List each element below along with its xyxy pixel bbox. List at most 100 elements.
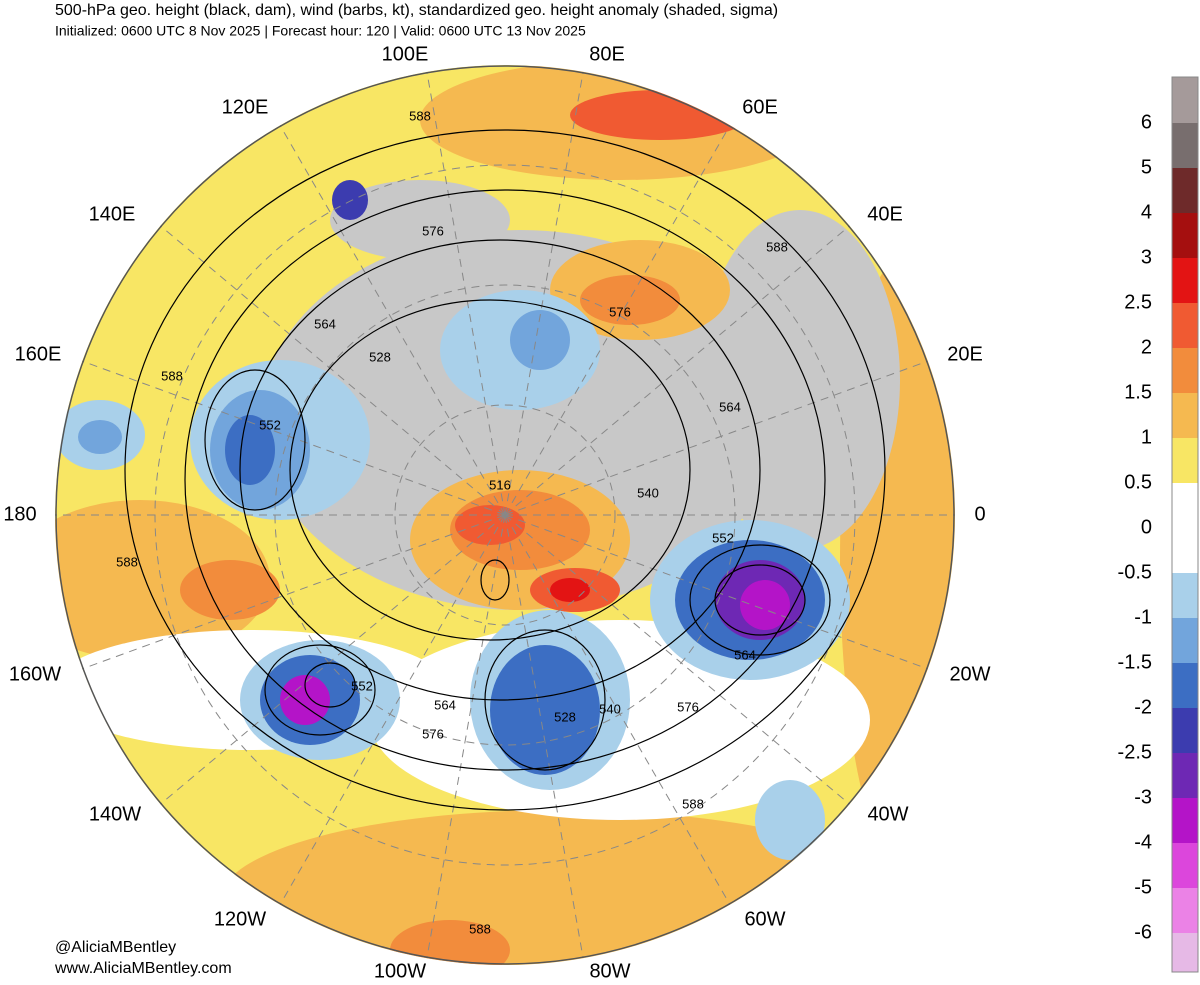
longitude-label: 100E (382, 43, 429, 65)
colorbar-label: 0 (1141, 516, 1152, 538)
longitude-label: 160W (9, 663, 61, 685)
contour-label: 564 (434, 697, 456, 712)
longitude-label: 100W (374, 960, 426, 982)
colorbar-label: -4 (1134, 831, 1152, 853)
colorbar-label: -2.5 (1118, 741, 1152, 763)
longitude-label: 20W (949, 663, 990, 685)
colorbar-box (1172, 303, 1198, 348)
colorbar-box (1172, 618, 1198, 663)
colorbar-box (1172, 393, 1198, 438)
colorbar-label: 5 (1141, 156, 1152, 178)
height-contours (124, 129, 886, 811)
meridian (426, 514, 506, 959)
colorbar-box (1172, 663, 1198, 708)
contour-label: 588 (766, 239, 788, 254)
contour-label: 588 (682, 796, 704, 811)
parallel (274, 284, 736, 746)
longitude-label: 80E (589, 43, 625, 65)
colorbar-label: 2.5 (1124, 291, 1152, 313)
contour-label: 588 (161, 368, 183, 383)
colorbar-label: 1 (1141, 426, 1152, 448)
parallel (394, 404, 616, 626)
meridian (504, 514, 851, 805)
longitude-label: 140E (89, 203, 136, 225)
contour-label: 516 (489, 477, 511, 492)
colorbar-box (1172, 573, 1198, 618)
longitude-label: 160E (15, 343, 62, 365)
colorbar-box (1172, 258, 1198, 303)
map-labels: 100E 80E 120E 60E 140E 40E 160E 20E 180 0 160W 20W 1… (3, 43, 990, 982)
colorbar-box (1172, 483, 1198, 528)
contour-label: 528 (369, 349, 391, 364)
colorbar-label: -1 (1134, 606, 1152, 628)
meridian (504, 225, 851, 516)
contour-label: 576 (677, 699, 699, 714)
colorbar-label: -6 (1134, 921, 1152, 943)
colorbar-label: -0.5 (1118, 561, 1152, 583)
longitude-label: 60E (742, 96, 778, 118)
colorbar-box (1172, 348, 1198, 393)
contour-label: 564 (719, 399, 741, 414)
longitude-label: 180 (3, 503, 36, 525)
contour-label: 564 (734, 647, 756, 662)
colorbar-label: 0.5 (1124, 471, 1152, 493)
contour-label: 540 (637, 485, 659, 500)
colorbar-label: 4 (1141, 201, 1152, 223)
meridian (426, 71, 506, 516)
longitude-label: 80W (589, 960, 630, 982)
colorbar-label: -3 (1134, 786, 1152, 808)
contour-label: 528 (554, 709, 576, 724)
colorbar-box (1172, 123, 1198, 168)
parallel (154, 164, 856, 866)
meridian (504, 360, 929, 516)
longitude-label: 40W (867, 803, 908, 825)
colorbar: 6 5 4 3 2.5 2 1.5 1 0.5 0 -0.5 -1 -1.5 -2 -2.5 -3 -4 -5 -6 (1118, 76, 1199, 973)
colorbar-box (1172, 753, 1198, 798)
colorbar-label: 3 (1141, 246, 1152, 268)
colorbar-box (1172, 528, 1198, 573)
credit: www.AliciaMBentley.com (54, 960, 232, 977)
contour-label: 552 (712, 530, 734, 545)
colorbar-box (1172, 438, 1198, 483)
meridian (279, 514, 506, 905)
colorbar-label: -1.5 (1118, 651, 1152, 673)
meridian (504, 514, 731, 905)
meridian (81, 514, 506, 670)
colorbar-box (1172, 933, 1198, 972)
colorbar-box (1172, 798, 1198, 843)
colorbar-box (1172, 843, 1198, 888)
map (55, 65, 955, 965)
longitude-label: 120W (214, 908, 266, 930)
contour-label: 588 (469, 921, 491, 936)
subtitle: Initialized: 0600 UTC 8 Nov 2025 | Forec… (55, 23, 586, 39)
meridian (159, 514, 506, 805)
colorbar-box (1172, 168, 1198, 213)
contour-label: 540 (599, 701, 621, 716)
longitude-label: 140W (89, 803, 141, 825)
colorbar-label: 2 (1141, 336, 1152, 358)
meridian (504, 125, 731, 516)
meridian (279, 125, 506, 516)
longitude-label: 120E (222, 96, 269, 118)
credit: @AliciaMBentley (55, 939, 176, 956)
colorbar-label: 6 (1141, 111, 1152, 133)
longitude-label: 20E (947, 343, 983, 365)
colorbar-box (1172, 888, 1198, 933)
contour-label: 552 (259, 417, 281, 432)
contour-label: 576 (422, 223, 444, 238)
longitude-label: 40E (867, 203, 903, 225)
colorbar-frame (1171, 76, 1199, 973)
colorbar-box (1172, 708, 1198, 753)
contour-label: 588 (409, 108, 431, 123)
colorbar-box (1172, 213, 1198, 258)
colorbar-label: -2 (1134, 696, 1152, 718)
meridian (159, 225, 506, 516)
contour-label: 552 (351, 678, 373, 693)
longitude-label: 60W (744, 908, 785, 930)
colorbar-box (1172, 77, 1198, 123)
title: 500-hPa geo. height (black, dam), wind (… (55, 2, 778, 19)
colorbar-label: 1.5 (1124, 381, 1152, 403)
contour-label: 588 (116, 554, 138, 569)
contour-label: 564 (314, 316, 336, 331)
